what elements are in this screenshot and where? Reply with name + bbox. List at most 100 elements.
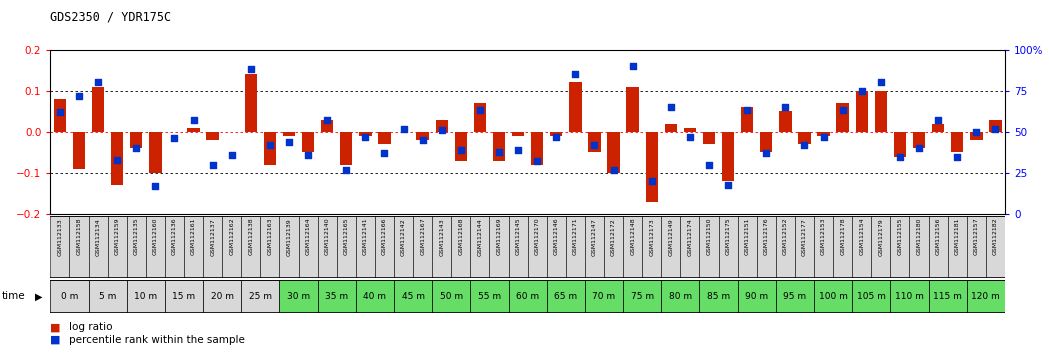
Point — [128, 145, 145, 151]
Text: 115 m: 115 m — [934, 292, 962, 301]
Bar — [604, 216, 623, 278]
Bar — [565, 216, 585, 278]
Point — [166, 136, 183, 141]
Point — [586, 142, 603, 148]
Text: GSM112139: GSM112139 — [286, 218, 292, 256]
Point — [89, 80, 107, 85]
Point — [70, 93, 87, 98]
Bar — [814, 280, 852, 313]
Point — [281, 139, 298, 144]
Text: GSM112133: GSM112133 — [58, 218, 62, 256]
Bar — [932, 124, 944, 132]
Text: 95 m: 95 m — [784, 292, 807, 301]
Point — [929, 118, 946, 123]
Point — [911, 145, 927, 151]
Text: GSM112170: GSM112170 — [535, 218, 539, 256]
Text: GSM112163: GSM112163 — [267, 218, 273, 256]
Text: GSM112177: GSM112177 — [802, 218, 807, 256]
Point — [796, 142, 813, 148]
Point — [854, 88, 871, 93]
Bar — [165, 280, 204, 313]
Bar — [356, 280, 394, 313]
Bar — [833, 216, 852, 278]
Bar — [528, 216, 547, 278]
Text: GSM112142: GSM112142 — [401, 218, 406, 256]
Bar — [509, 216, 528, 278]
Text: GSM112169: GSM112169 — [496, 218, 501, 256]
Bar — [909, 216, 928, 278]
Point — [185, 118, 201, 123]
Point — [300, 152, 317, 158]
Text: GSM112137: GSM112137 — [210, 218, 215, 256]
Point — [834, 108, 851, 113]
Bar — [318, 216, 337, 278]
Bar — [570, 82, 581, 132]
Bar — [318, 280, 356, 313]
Bar — [374, 216, 394, 278]
Point — [319, 118, 336, 123]
Bar — [279, 216, 299, 278]
Text: GSM112166: GSM112166 — [382, 218, 387, 255]
Bar — [967, 216, 986, 278]
Bar — [88, 216, 108, 278]
Bar — [512, 132, 524, 136]
Text: percentile rank within the sample: percentile rank within the sample — [69, 335, 245, 345]
Bar — [891, 216, 909, 278]
Bar — [588, 132, 601, 153]
Text: GSM112148: GSM112148 — [630, 218, 635, 256]
Bar — [761, 132, 772, 153]
Bar — [204, 280, 241, 313]
Bar — [340, 132, 352, 165]
Bar — [127, 216, 146, 278]
Text: GSM112175: GSM112175 — [726, 218, 730, 256]
Bar — [891, 280, 928, 313]
Point — [605, 167, 622, 172]
Text: ■: ■ — [50, 335, 61, 345]
Point — [873, 80, 890, 85]
Bar — [222, 216, 241, 278]
Point — [491, 149, 508, 154]
Text: GSM112181: GSM112181 — [955, 218, 960, 255]
Bar — [509, 280, 547, 313]
Text: 0 m: 0 m — [61, 292, 78, 301]
Bar — [928, 280, 967, 313]
Bar — [798, 132, 811, 144]
Point — [777, 104, 794, 110]
Point — [968, 129, 985, 135]
Text: GSM112152: GSM112152 — [783, 218, 788, 256]
Bar — [470, 280, 509, 313]
Point — [510, 147, 527, 153]
Bar — [260, 216, 279, 278]
Text: GSM112140: GSM112140 — [325, 218, 329, 256]
Bar — [814, 216, 833, 278]
Text: log ratio: log ratio — [69, 322, 112, 332]
Text: GSM112134: GSM112134 — [95, 218, 101, 256]
Bar — [585, 280, 623, 313]
Text: GSM112172: GSM112172 — [612, 218, 616, 256]
Bar — [321, 120, 334, 132]
Point — [205, 162, 221, 167]
Text: GSM112159: GSM112159 — [114, 218, 120, 256]
Text: 110 m: 110 m — [895, 292, 924, 301]
Bar — [337, 216, 356, 278]
Bar — [72, 132, 85, 169]
Point — [987, 126, 1004, 131]
Bar — [607, 132, 620, 173]
Bar — [279, 280, 318, 313]
Text: 5 m: 5 m — [99, 292, 116, 301]
Bar — [302, 132, 315, 153]
Point — [261, 142, 278, 148]
Text: ▶: ▶ — [35, 291, 42, 302]
Bar — [550, 132, 562, 136]
Bar — [53, 99, 66, 132]
Bar — [872, 216, 891, 278]
Text: time: time — [2, 291, 26, 302]
Point — [701, 162, 718, 167]
Bar — [356, 216, 374, 278]
Bar — [435, 120, 448, 132]
Bar — [263, 132, 276, 165]
Bar — [626, 87, 639, 132]
Bar — [776, 280, 814, 313]
Text: GSM112173: GSM112173 — [649, 218, 655, 256]
Point — [109, 157, 126, 163]
